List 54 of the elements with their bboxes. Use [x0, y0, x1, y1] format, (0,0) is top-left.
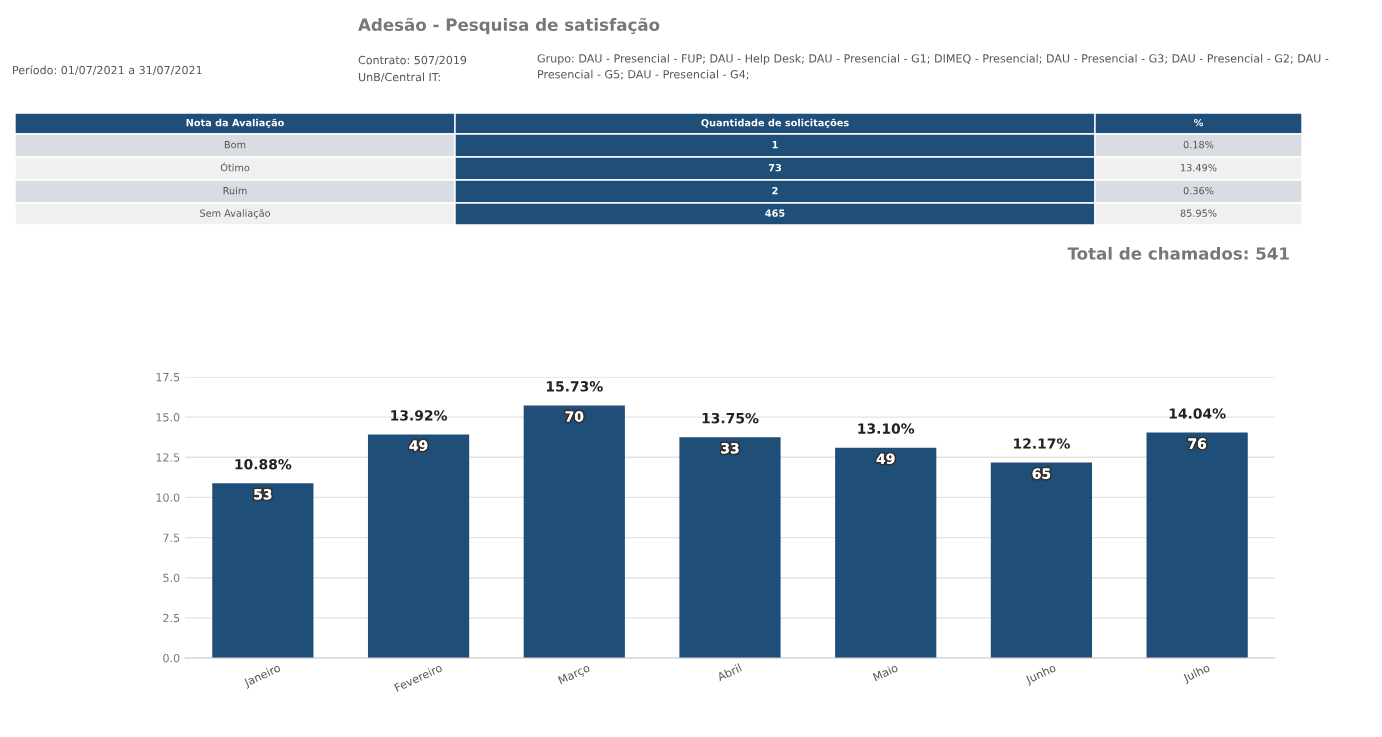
data-label: 15.73% — [546, 381, 603, 392]
bar — [679, 437, 781, 658]
data-label: 12.17% — [1014, 438, 1070, 449]
text: UnB/Central IT: — [358, 72, 440, 83]
data-label: 13.10% — [858, 423, 915, 434]
x-tick-label: Abril — [716, 663, 742, 682]
data-label: 13.75% — [702, 412, 759, 424]
text: 13.49% — [1181, 163, 1217, 172]
y-tick-label: 2.5 — [163, 613, 180, 623]
text: Nota da Avaliação — [186, 118, 284, 129]
y-tick-label: 17.5 — [156, 373, 180, 382]
annotation: 33 — [721, 443, 739, 454]
y-tick-label: 15.0 — [156, 413, 180, 422]
bar — [1146, 432, 1248, 658]
annotation: 49 — [876, 453, 895, 464]
text: 465 — [765, 209, 785, 217]
chart-title: Adesão - Pesquisa de satisfação — [358, 17, 660, 35]
annotation: 53 — [254, 489, 272, 500]
y-tick-label: 12.5 — [156, 453, 180, 462]
y-tick-label: 0.0 — [163, 653, 180, 663]
text: Ruim — [223, 186, 247, 195]
text: % — [1193, 118, 1204, 127]
y-tick-label: 5.0 — [163, 573, 180, 583]
annotation: 65 — [1032, 468, 1051, 479]
text: Ótimo — [220, 162, 250, 172]
text: 1 — [772, 141, 778, 149]
text: Contrato: 507/2019 — [358, 55, 467, 66]
x-tick-label: Maio — [872, 663, 899, 682]
text: 0.36% — [1183, 186, 1214, 195]
bar — [212, 483, 314, 658]
text: 2 — [772, 186, 778, 195]
text: 0.18% — [1183, 140, 1214, 149]
text: 85.95% — [1180, 209, 1217, 217]
y-tick-label: 7.5 — [163, 533, 180, 542]
y-tick-label: 10.0 — [156, 493, 180, 502]
data-label: 14.04% — [1169, 408, 1226, 419]
text: Sem Avaliação — [200, 209, 271, 219]
x-tick-label: Março — [557, 663, 592, 687]
text: Período: 01/07/2021 a 31/07/2021 — [13, 65, 202, 76]
bar — [990, 462, 1093, 658]
data-label: 13.92% — [391, 410, 448, 421]
annotation: 76 — [1188, 438, 1207, 449]
text: 73 — [768, 163, 781, 172]
annotation: 49 — [409, 440, 428, 451]
text: Total de chamados: 541 — [1067, 246, 1289, 260]
bar — [835, 447, 937, 658]
x-tick-label: Julho — [1182, 663, 1212, 685]
bar — [523, 405, 625, 658]
text: Grupo: DAU - Presencial - FUP; DAU - Help Desk; DAU - Presencial - G1; DIMEQ - Presencial; DAU - Presencial - G3; DAU - Presencial - G2; DAU - Presencial - G5; DAU - Presencial - G4; — [537, 54, 1329, 80]
bar — [367, 434, 470, 658]
text: Quantidade de solicitações — [701, 118, 849, 129]
annotation: 70 — [565, 411, 584, 422]
data-label: 10.88% — [235, 458, 292, 470]
text: Bom — [224, 141, 246, 149]
